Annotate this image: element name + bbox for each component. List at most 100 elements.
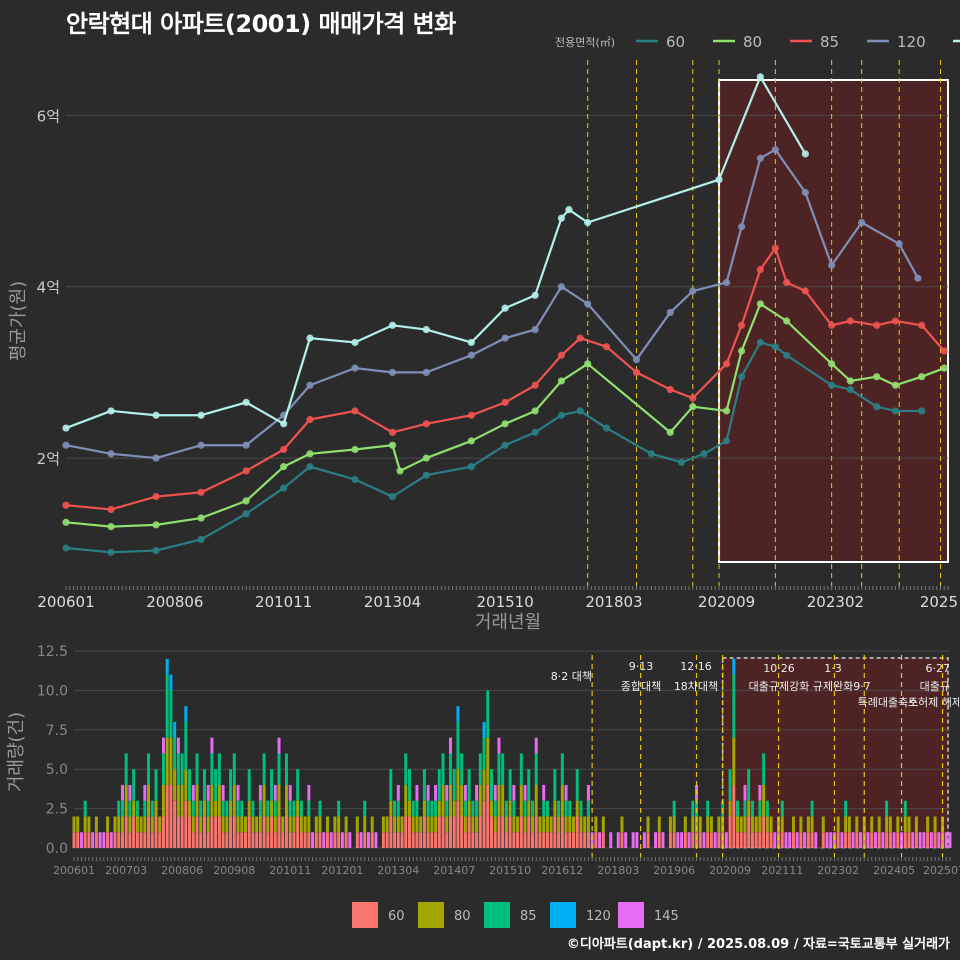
bar-60 — [266, 832, 270, 848]
bar-80 — [247, 800, 251, 817]
bar-80 — [411, 816, 415, 833]
bar-60 — [419, 832, 423, 848]
bar-60 — [441, 816, 445, 848]
x-tick-label: 201803 — [597, 864, 639, 877]
x-tick-label: 202302 — [817, 864, 859, 877]
bar-80 — [400, 816, 404, 833]
data-point-85 — [801, 287, 809, 295]
bar-145 — [929, 832, 933, 848]
bar-145 — [918, 832, 922, 848]
data-point-80 — [422, 454, 430, 462]
bar-85 — [337, 800, 341, 817]
bar-60 — [553, 816, 557, 848]
data-point-120 — [152, 454, 160, 462]
bar-60 — [307, 832, 311, 848]
bar-85 — [545, 800, 549, 817]
bar-60 — [463, 832, 467, 848]
bar-80 — [188, 800, 192, 817]
y-tick-label: 2.5 — [46, 802, 68, 818]
bar-80 — [914, 816, 918, 833]
bar-80 — [318, 816, 322, 833]
bar-80 — [456, 769, 460, 801]
bar-85 — [467, 769, 471, 801]
data-point-120 — [306, 381, 314, 389]
bar-80 — [441, 784, 445, 817]
bar-60 — [236, 832, 240, 848]
bar-60 — [325, 832, 329, 848]
bar-60 — [173, 800, 177, 848]
bar-85 — [501, 753, 505, 785]
bar-145 — [676, 832, 680, 848]
bar-145 — [91, 832, 95, 848]
bar-145 — [598, 832, 602, 848]
bar-60 — [821, 832, 825, 848]
bar-80 — [691, 816, 695, 833]
bar-85 — [191, 800, 195, 817]
bar-80 — [467, 800, 471, 817]
bar-80 — [415, 816, 419, 833]
data-point-85 — [242, 467, 250, 475]
data-point-60 — [197, 535, 205, 544]
bar-145 — [273, 784, 277, 801]
bar-80 — [191, 816, 195, 833]
bar-80 — [531, 816, 534, 833]
bar-85 — [762, 753, 766, 785]
bar-85 — [493, 800, 497, 817]
bar-60 — [557, 832, 561, 848]
bar-80 — [262, 784, 266, 817]
bar-60 — [128, 832, 132, 848]
bar-85 — [408, 769, 411, 801]
bar-145 — [944, 832, 948, 848]
y-tick-label: 6억 — [37, 107, 60, 125]
annotation-date: 12·16 — [680, 660, 712, 673]
bar-60 — [400, 832, 404, 848]
bar-60 — [83, 832, 87, 848]
bar-60 — [527, 816, 531, 848]
x-tick-label: 200806 — [146, 593, 203, 611]
bar-85 — [232, 753, 236, 785]
bar-80 — [355, 816, 359, 833]
bar-80 — [769, 816, 773, 833]
bar-85 — [195, 753, 199, 785]
bar-80 — [463, 816, 467, 833]
data-point-85 — [666, 385, 674, 394]
bar-145 — [396, 784, 400, 801]
bar-60 — [914, 832, 918, 848]
bar-80 — [695, 816, 699, 833]
bar-80 — [173, 769, 177, 801]
bar-80 — [620, 816, 624, 833]
data-point-145 — [152, 411, 160, 419]
y-tick-label: 5.0 — [46, 762, 68, 778]
legend-swatch-85 — [484, 902, 510, 928]
bar-80 — [202, 800, 206, 817]
bar-60 — [76, 832, 80, 848]
bar-145 — [609, 832, 613, 848]
bar-60 — [161, 816, 165, 848]
data-point-120 — [895, 240, 903, 248]
data-point-80 — [351, 445, 359, 454]
data-point-60 — [828, 381, 836, 389]
x-tick-label: 201803 — [585, 593, 642, 611]
source-footer: ©디아파트(dapt.kr) / 2025.08.09 / 자료=국토교통부 실… — [566, 937, 950, 952]
bar-80 — [236, 816, 240, 833]
bar-60 — [106, 832, 110, 848]
bar-85 — [553, 769, 557, 801]
bar-60 — [262, 816, 266, 848]
data-point-145 — [388, 321, 397, 329]
bar-60 — [120, 832, 124, 848]
bar-85 — [758, 800, 762, 817]
bar-145 — [687, 832, 691, 848]
bar-60 — [270, 816, 274, 848]
data-point-85 — [501, 398, 509, 406]
bar-145 — [374, 832, 378, 848]
bar-60 — [154, 816, 158, 848]
x-tick-label: 201011 — [255, 593, 312, 611]
bar-60 — [791, 832, 795, 848]
data-point-145 — [467, 338, 475, 347]
bar-85 — [225, 800, 229, 817]
data-point-80 — [467, 437, 475, 445]
data-point-85 — [846, 317, 855, 325]
bar-80 — [545, 816, 549, 833]
data-point-60 — [846, 385, 855, 394]
bar-80 — [806, 816, 810, 833]
